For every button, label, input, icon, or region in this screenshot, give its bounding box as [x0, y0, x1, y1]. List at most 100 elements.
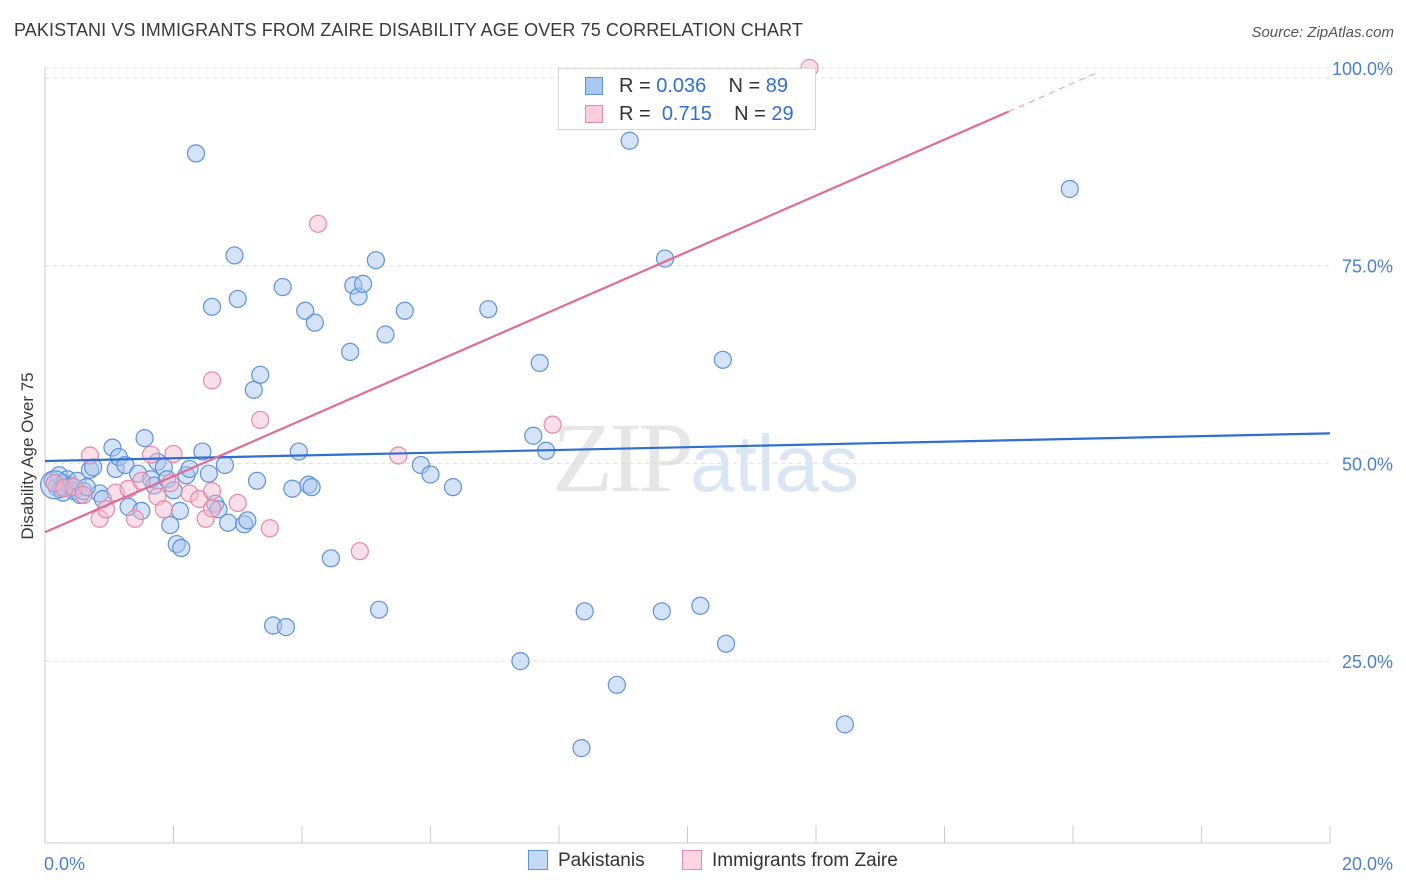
series-pakistanis [40, 131, 1079, 758]
data-point-zaire [350, 542, 369, 561]
data-point-pakistanis [572, 739, 591, 758]
y-tick-label: 100.0% [1332, 59, 1393, 79]
pakistanis-legend-label: Pakistanis [558, 850, 645, 871]
pakistanis-legend-swatch [528, 850, 548, 870]
source-credit: Source: ZipAtlas.com [1251, 24, 1394, 41]
data-point-zaire [260, 519, 279, 538]
data-point-pakistanis [575, 602, 594, 621]
data-point-pakistanis [244, 380, 263, 399]
data-point-pakistanis [209, 500, 228, 519]
r-value-zaire: 0.715 [661, 102, 712, 125]
data-point-pakistanis [341, 342, 360, 362]
r-value-pakistanis: 0.036 [656, 74, 707, 97]
data-point-zaire [202, 481, 222, 501]
data-point-zaire [228, 493, 247, 513]
n-value-zaire: 29 [771, 102, 794, 125]
data-point-zaire [74, 485, 93, 505]
y-axis-label: Disability Age Over 75 [18, 372, 37, 539]
data-point-pakistanis [479, 300, 498, 319]
data-point-pakistanis [395, 301, 414, 320]
data-point-pakistanis [273, 277, 292, 297]
data-point-zaire [55, 478, 74, 498]
data-point-zaire [389, 446, 408, 465]
data-point-zaire [164, 444, 183, 464]
stats-legend-row-pakistanis: R = 0.036 N = 89 [585, 73, 789, 99]
data-point-zaire [202, 371, 222, 390]
data-point-pakistanis [135, 429, 154, 448]
data-point-pakistanis [511, 652, 530, 671]
data-point-pakistanis [652, 602, 671, 621]
x-tick-label: 0.0% [44, 854, 85, 874]
data-point-pakistanis [716, 634, 736, 653]
data-point-pakistanis [283, 479, 302, 498]
trend-line-zaire [44, 110, 1010, 534]
data-point-zaire [251, 410, 270, 430]
data-point-pakistanis [713, 350, 732, 369]
data-point-pakistanis [691, 596, 710, 615]
r-label: R = [619, 74, 657, 97]
zaire-legend-swatch [682, 850, 702, 870]
y-tick-label: 25.0% [1342, 652, 1393, 672]
data-point-pakistanis [228, 289, 247, 309]
y-tick-label: 50.0% [1342, 454, 1393, 474]
data-point-pakistanis [296, 301, 315, 320]
chart-title: PAKISTANI VS IMMIGRANTS FROM ZAIRE DISAB… [14, 20, 803, 40]
data-point-pakistanis [186, 144, 206, 163]
data-point-zaire [180, 484, 199, 503]
data-point-pakistanis [376, 325, 395, 344]
data-point-pakistanis [1060, 179, 1079, 199]
data-point-pakistanis [116, 455, 135, 475]
data-point-pakistanis [443, 478, 463, 497]
data-point-zaire [196, 509, 215, 528]
data-point-pakistanis [835, 715, 855, 734]
bottom-legend-pakistanis[interactable]: Pakistanis [528, 850, 645, 872]
data-point-zaire [308, 214, 328, 233]
data-point-zaire [543, 415, 562, 434]
series-zaire [45, 58, 819, 561]
data-point-pakistanis [353, 274, 373, 293]
n-label: N = [728, 74, 766, 97]
data-point-pakistanis [366, 251, 385, 270]
data-point-zaire [141, 445, 161, 464]
data-point-pakistanis [161, 515, 180, 535]
data-point-zaire [45, 474, 64, 493]
pakistanis-swatch [585, 77, 603, 95]
stats-legend: R = 0.036 N = 89 R = 0.715 N = 29 [558, 68, 816, 130]
data-point-zaire [80, 446, 100, 465]
data-point-pakistanis [530, 353, 549, 373]
data-point-pakistanis [251, 365, 270, 384]
data-point-pakistanis [421, 465, 440, 484]
data-point-pakistanis [321, 549, 341, 568]
data-point-pakistanis [84, 458, 103, 477]
r-label: R = [619, 102, 657, 125]
data-point-pakistanis [370, 600, 389, 619]
zaire-swatch [585, 105, 603, 123]
y-tick-label: 75.0% [1342, 257, 1393, 277]
data-point-pakistanis [238, 511, 257, 530]
data-point-pakistanis [199, 464, 218, 483]
data-point-zaire [90, 509, 109, 528]
data-point-pakistanis [215, 455, 234, 475]
data-point-zaire [202, 499, 222, 518]
zaire-legend-label: Immigrants from Zaire [712, 850, 898, 871]
data-point-zaire [125, 509, 145, 528]
n-value-pakistanis: 89 [765, 74, 789, 97]
data-point-pakistanis [225, 246, 244, 265]
data-point-pakistanis [620, 131, 639, 150]
data-point-zaire [154, 500, 173, 519]
data-point-pakistanis [172, 538, 191, 558]
data-point-pakistanis [305, 313, 324, 332]
n-label: N = [734, 102, 772, 125]
data-point-pakistanis [202, 297, 222, 316]
data-point-pakistanis [524, 426, 543, 445]
data-point-pakistanis [276, 618, 296, 637]
data-point-pakistanis [289, 442, 308, 461]
watermark-zip: ZIP [552, 402, 694, 513]
data-point-pakistanis [247, 471, 267, 490]
trend-line-pakistanis [44, 432, 1331, 463]
data-point-pakistanis [607, 675, 626, 694]
data-point-pakistanis [170, 501, 190, 520]
trend-line-zaire-extension [1008, 71, 1099, 113]
bottom-legend-zaire[interactable]: Immigrants from Zaire [682, 850, 898, 872]
